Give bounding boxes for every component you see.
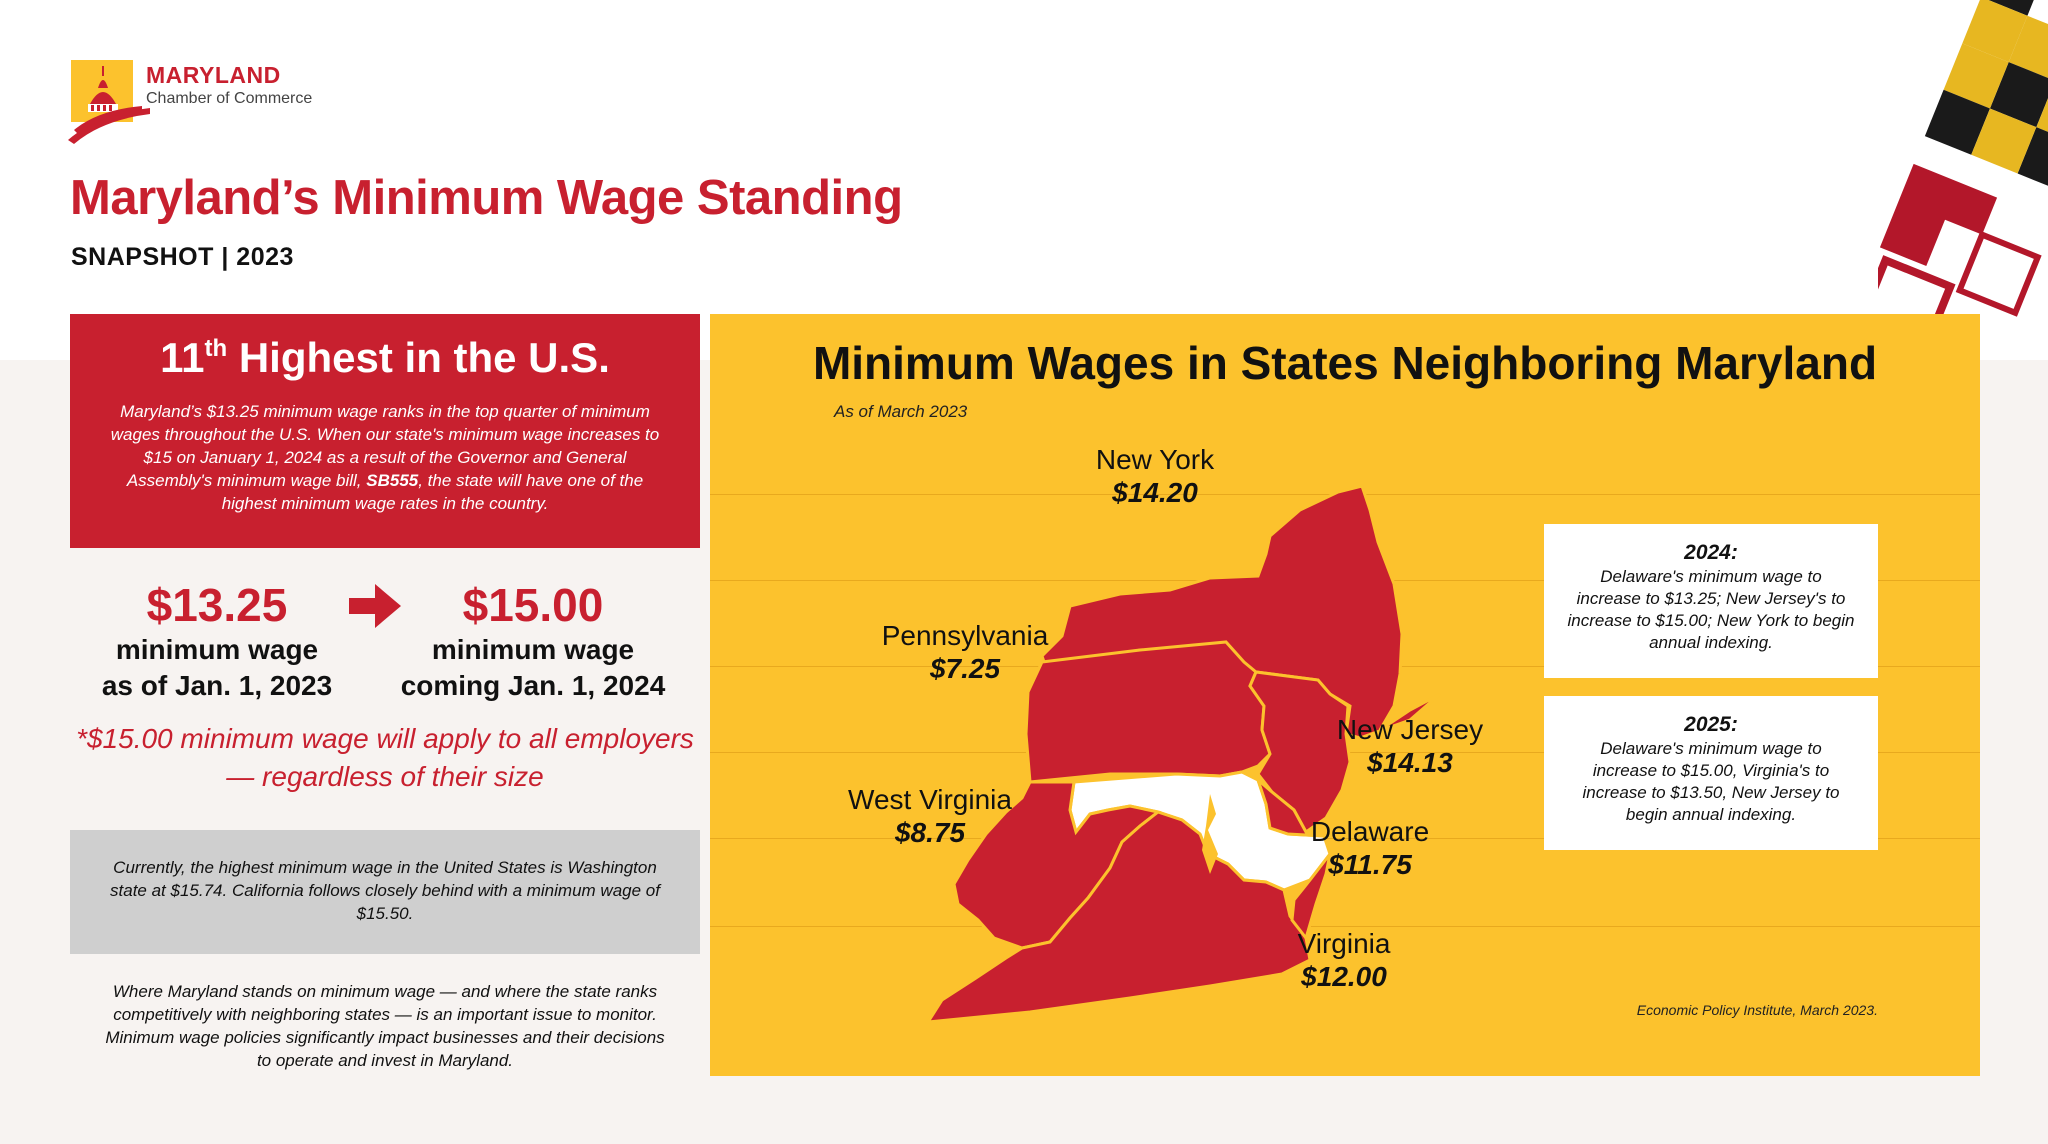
ranking-description: Maryland’s $13.25 minimum wage ranks in … [106,400,664,515]
arrow-right-icon [349,584,401,628]
state-name: New York [1095,444,1215,475]
map-title: Minimum Wages in States Neighboring Mary… [812,337,1878,389]
future-wage-value: $15.00 [462,579,604,631]
update-year: 2025: [1684,713,1738,736]
current-wage-date: as of Jan. 1, 2023 [101,670,333,701]
future-wage-label: minimum wage [431,634,635,665]
states-map [925,484,1441,1024]
logo-subtitle: Chamber of Commerce [146,90,313,107]
rank-number: 11 [160,334,205,381]
future-wage: $15.00 minimum wage coming Jan. 1, 2024 [388,578,678,704]
bill-name: SB555 [366,471,419,490]
rank-suffix: th [204,335,228,362]
update-year: 2024: [1684,541,1738,564]
highest-wage-text: Currently, the highest minimum wage in t… [110,858,660,923]
divider-line [710,838,1980,839]
state-label-west-virginia: West Virginia $8.75 [820,784,1040,850]
map-panel: Minimum Wages in States Neighboring Mary… [710,314,1980,1076]
current-wage-value: $13.25 [146,579,288,631]
update-text: Delaware's minimum wage to increase to $… [1582,739,1840,824]
ranking-body-end: , the state will have one of the highest… [221,471,644,513]
rank-title-rest: Highest in the U.S. [227,334,610,381]
state-label-virginia: Virginia $12.00 [1244,928,1444,994]
divider-line [710,926,1980,927]
update-2025-card: 2025: Delaware's minimum wage to increas… [1544,696,1878,850]
delaware-shape [1254,775,1325,838]
maryland-flag-icon [1878,0,2048,360]
highest-wage-card: Currently, the highest minimum wage in t… [70,830,700,954]
state-wage: $11.75 [1328,849,1412,880]
state-name: Pennsylvania [881,620,1049,651]
logo-name: MARYLAND [146,62,281,88]
state-wage: $7.25 [929,653,1001,684]
update-2024-card: 2024: Delaware's minimum wage to increas… [1544,524,1878,678]
state-name: Virginia [1297,928,1391,959]
state-label-new-jersey: New Jersey $14.13 [1300,714,1520,780]
delmarva-peninsula-shape [1290,853,1332,942]
state-wage: $8.75 [894,817,966,848]
virginia-shape [925,810,1312,1024]
map-date: As of March 2023 [834,402,968,421]
closing-paragraph: Where Maryland stands on minimum wage — … [105,982,665,1070]
state-wage: $14.20 [1112,477,1198,508]
chesapeake-bay-shape [1202,794,1218,874]
ranking-title: 11th Highest in the U.S. [70,334,700,382]
ranking-body-start: Maryland’s $13.25 minimum wage ranks in … [110,402,660,490]
state-label-new-york: New York $14.20 [1055,444,1255,510]
state-name: Delaware [1310,816,1430,847]
capitol-dome-icon [68,60,150,144]
ranking-card: 11th Highest in the U.S. Maryland’s $13.… [70,314,700,548]
state-wage: $14.13 [1367,747,1453,778]
page-subtitle: SNAPSHOT | 2023 [71,243,294,271]
state-name: West Virginia [848,784,1012,815]
future-wage-date: coming Jan. 1, 2024 [400,670,666,701]
update-text: Delaware's minimum wage to increase to $… [1567,567,1855,652]
wage-applies-note: *$15.00 minimum wage will apply to all e… [76,723,694,792]
source-note: Economic Policy Institute, March 2023. [1636,1002,1878,1018]
current-wage: $13.25 minimum wage as of Jan. 1, 2023 [72,578,362,704]
pennsylvania-shape [1024,640,1272,784]
state-label-pennsylvania: Pennsylvania $7.25 [855,620,1075,686]
state-name: New Jersey [1336,714,1484,745]
state-wage: $12.00 [1301,961,1387,992]
page-title: Maryland’s Minimum Wage Standing [70,171,903,225]
state-label-delaware: Delaware $11.75 [1270,816,1470,882]
chamber-logo: MARYLAND Chamber of Commerce [68,56,328,146]
current-wage-label: minimum wage [115,634,319,665]
